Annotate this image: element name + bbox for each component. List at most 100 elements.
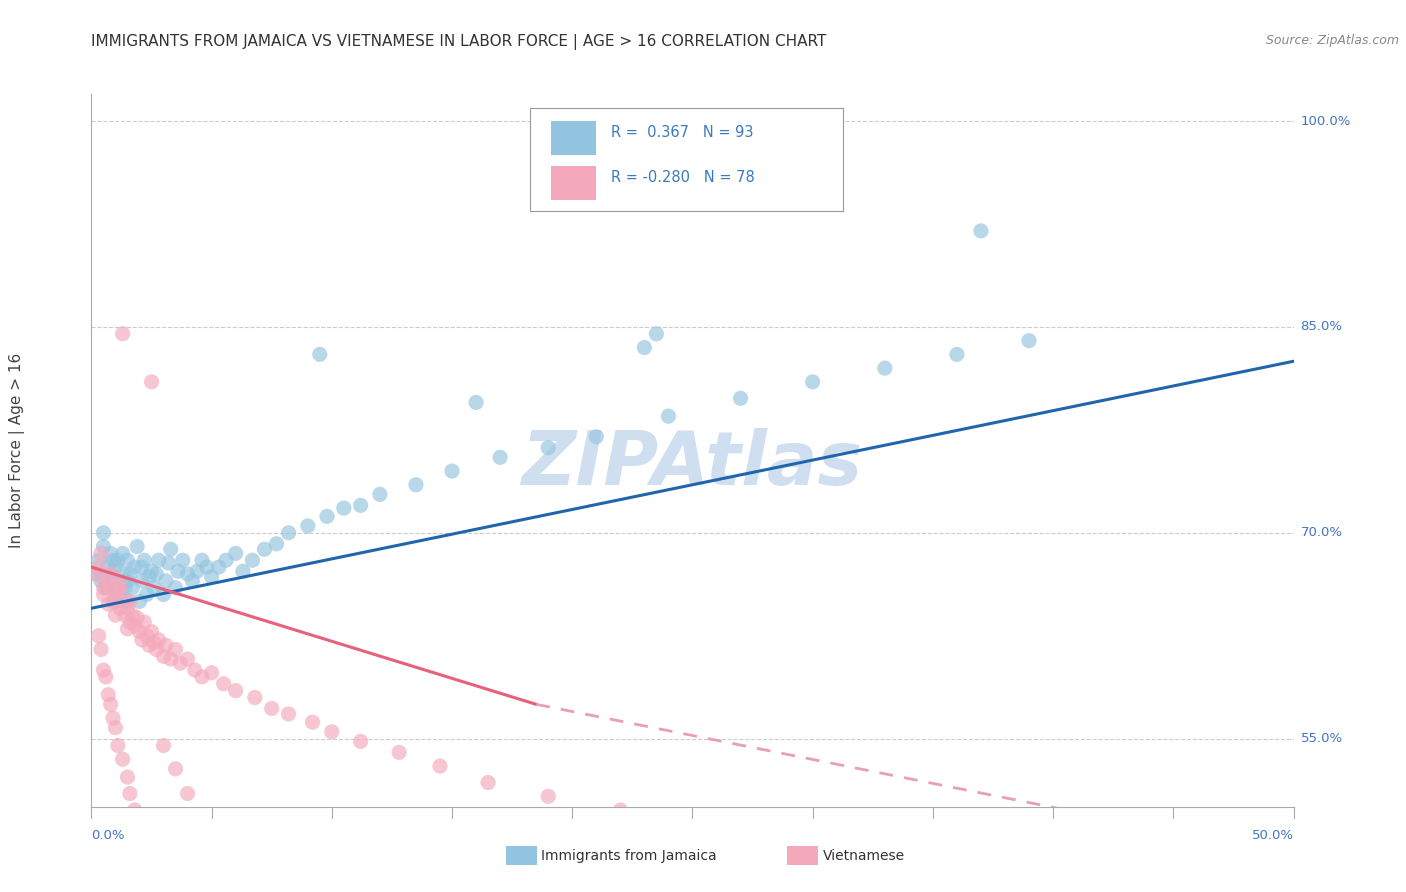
Point (104, 588, 127, 602)
Point (970, 224, 993, 238)
Point (657, 409, 679, 424)
Point (118, 787, 141, 801)
Point (242, 553, 264, 567)
Point (159, 652, 181, 666)
Point (104, 608, 127, 623)
Point (141, 375, 163, 389)
Point (87, 553, 110, 567)
Point (142, 581, 165, 595)
Point (124, 560, 146, 574)
Point (706, 816, 728, 830)
Point (225, 683, 247, 698)
Point (131, 560, 153, 574)
Point (97, 581, 120, 595)
Point (176, 787, 198, 801)
Point (134, 553, 156, 567)
Point (609, 803, 631, 817)
Point (212, 836, 235, 850)
Point (195, 811, 218, 825)
Point (111, 326, 134, 341)
Point (152, 649, 174, 664)
Text: Vietnamese: Vietnamese (823, 849, 904, 863)
Point (100, 566, 122, 581)
Point (368, 487, 391, 501)
Point (191, 670, 214, 684)
Point (141, 564, 163, 578)
Point (111, 594, 134, 608)
Point (111, 752, 134, 766)
Point (440, 464, 463, 478)
Point (121, 608, 143, 623)
Text: R = -0.280   N = 78: R = -0.280 N = 78 (610, 170, 755, 186)
Text: 100.0%: 100.0% (1301, 114, 1351, 128)
Point (114, 608, 136, 623)
Point (104, 581, 127, 595)
Point (297, 519, 319, 533)
Point (101, 594, 124, 608)
Point (117, 594, 139, 608)
Point (253, 542, 276, 557)
Point (277, 525, 299, 540)
Point (260, 889, 283, 892)
Point (141, 624, 163, 639)
Point (101, 711, 124, 725)
Point (201, 570, 224, 584)
Point (94, 581, 117, 595)
Point (138, 570, 160, 584)
Bar (551, 120, 596, 155)
Text: 85.0%: 85.0% (1301, 320, 1343, 334)
Point (260, 701, 283, 715)
Point (184, 663, 207, 677)
Point (946, 848, 969, 863)
Point (308, 347, 330, 361)
Point (152, 588, 174, 602)
Point (316, 509, 339, 524)
Point (873, 361, 896, 376)
Point (110, 581, 132, 595)
Point (429, 759, 451, 773)
Point (946, 347, 969, 361)
Point (128, 594, 150, 608)
Text: 55.0%: 55.0% (1301, 732, 1343, 745)
Point (172, 553, 194, 567)
Text: Source: ZipAtlas.com: Source: ZipAtlas.com (1265, 34, 1399, 47)
Point (124, 619, 146, 633)
Point (118, 615, 141, 629)
Point (107, 583, 129, 598)
Point (801, 375, 824, 389)
Point (97, 597, 120, 611)
Point (114, 581, 136, 595)
Text: IMMIGRANTS FROM JAMAICA VS VIETNAMESE IN LABOR FORCE | AGE > 16 CORRELATION CHAR: IMMIGRANTS FROM JAMAICA VS VIETNAMESE IN… (91, 34, 827, 50)
Point (90, 642, 112, 657)
Point (97, 688, 120, 702)
Point (350, 734, 373, 748)
Point (87, 560, 110, 574)
Point (232, 564, 254, 578)
Point (117, 553, 139, 567)
Point (537, 441, 560, 455)
Point (145, 642, 167, 657)
Text: 50.0%: 50.0% (1251, 830, 1294, 842)
Point (93, 663, 115, 677)
Point (117, 622, 139, 636)
Point (117, 601, 139, 615)
Text: 0.0%: 0.0% (91, 830, 125, 842)
Point (100, 698, 122, 712)
Point (165, 642, 187, 657)
Point (110, 588, 132, 602)
Point (84, 566, 107, 581)
Point (165, 762, 187, 776)
Point (157, 556, 180, 570)
Point (148, 553, 170, 567)
Point (266, 537, 288, 551)
Point (93, 525, 115, 540)
Text: ZIPAtlas: ZIPAtlas (522, 428, 863, 501)
Point (90, 574, 112, 588)
Point (107, 739, 129, 753)
Point (145, 566, 167, 581)
Point (104, 721, 127, 735)
Point (100, 566, 122, 581)
Point (93, 588, 115, 602)
Point (118, 594, 141, 608)
Point (537, 789, 560, 804)
